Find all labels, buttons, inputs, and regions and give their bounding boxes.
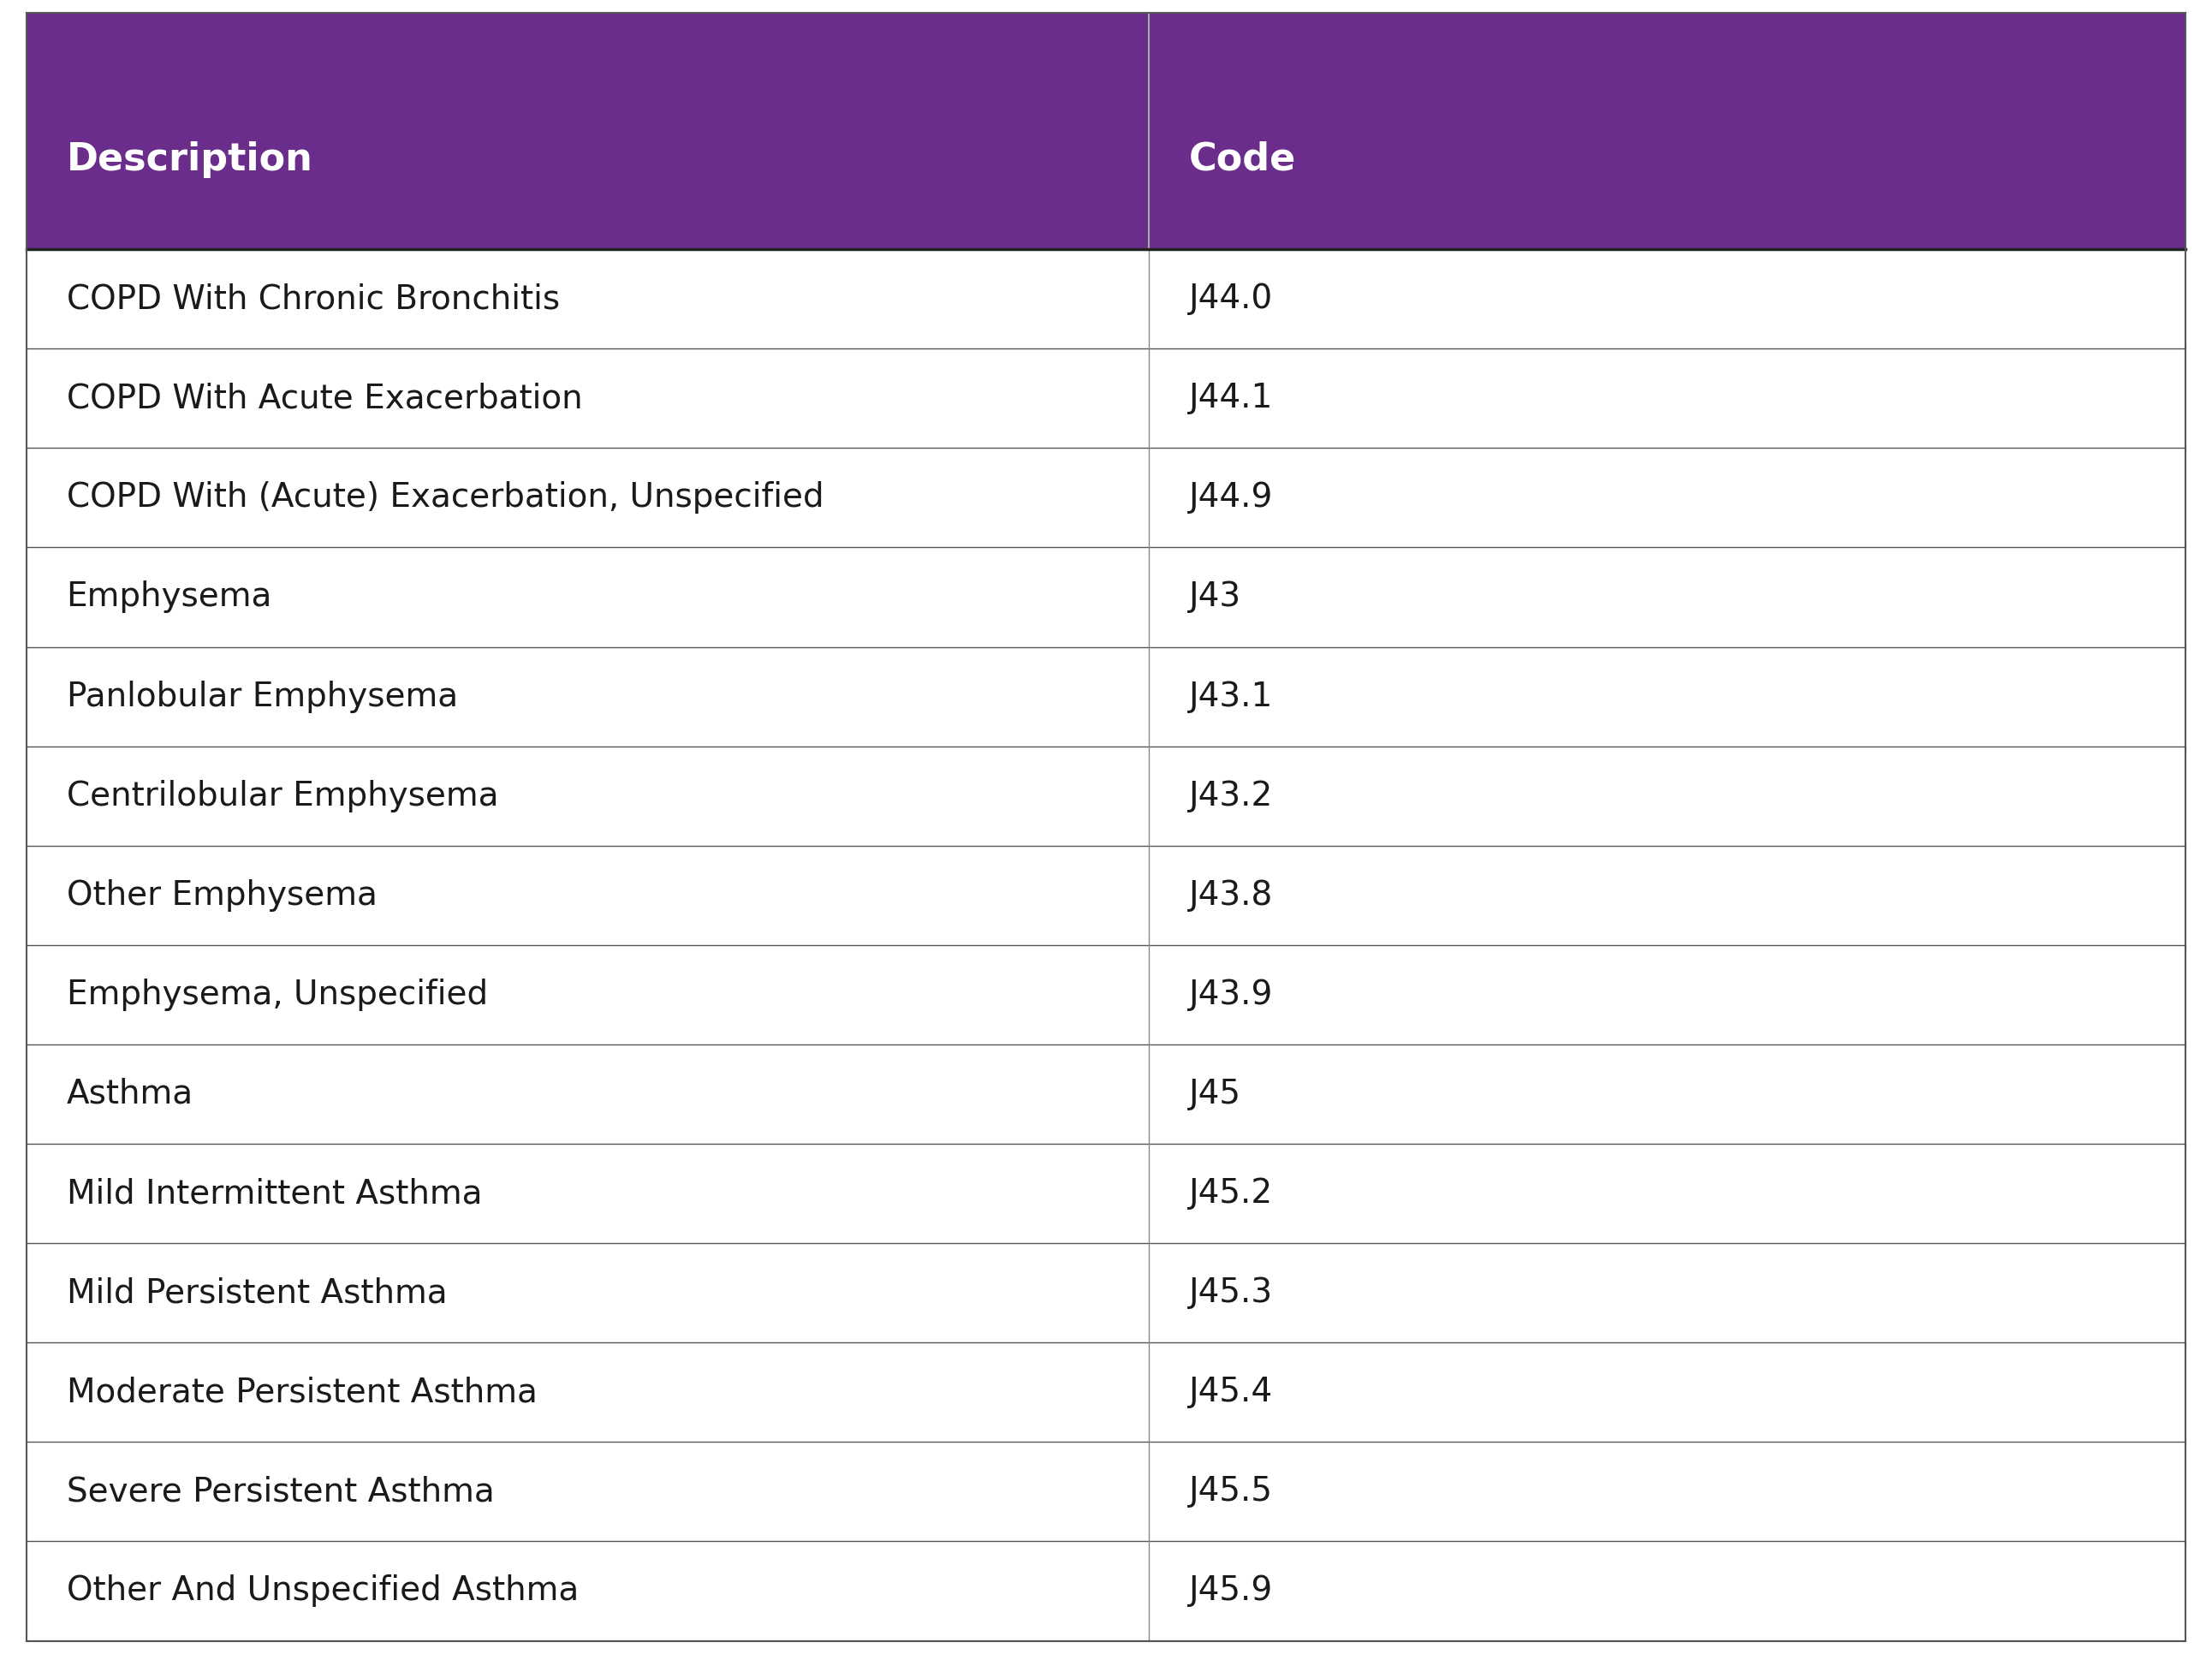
Text: J43: J43 — [1190, 581, 1241, 614]
Text: J45.5: J45.5 — [1190, 1475, 1272, 1508]
Text: J44.9: J44.9 — [1190, 481, 1274, 514]
Bar — [27, 547, 2185, 647]
Bar — [27, 349, 2185, 448]
Text: COPD With Chronic Bronchitis: COPD With Chronic Bronchitis — [66, 283, 560, 316]
Bar — [27, 13, 2185, 250]
Bar — [27, 1145, 2185, 1244]
Text: J45.4: J45.4 — [1190, 1376, 1272, 1409]
Bar — [27, 647, 2185, 746]
Text: COPD With (Acute) Exacerbation, Unspecified: COPD With (Acute) Exacerbation, Unspecif… — [66, 481, 823, 514]
Text: J44.0: J44.0 — [1190, 283, 1274, 316]
Text: Emphysema: Emphysema — [66, 581, 272, 614]
Text: J45.2: J45.2 — [1190, 1178, 1272, 1209]
Bar — [27, 746, 2185, 845]
Bar — [27, 944, 2185, 1044]
Text: Other Emphysema: Other Emphysema — [66, 878, 376, 911]
Text: J44.1: J44.1 — [1190, 382, 1274, 415]
Bar — [27, 845, 2185, 944]
Text: Code: Code — [1190, 141, 1296, 179]
Text: Panlobular Emphysema: Panlobular Emphysema — [66, 680, 458, 713]
Text: Mild Persistent Asthma: Mild Persistent Asthma — [66, 1277, 447, 1310]
Text: Moderate Persistent Asthma: Moderate Persistent Asthma — [66, 1376, 538, 1409]
Text: Severe Persistent Asthma: Severe Persistent Asthma — [66, 1475, 493, 1508]
Text: J43.1: J43.1 — [1190, 680, 1274, 713]
Text: J45.3: J45.3 — [1190, 1277, 1272, 1310]
Bar — [27, 250, 2185, 349]
Text: Centrilobular Emphysema: Centrilobular Emphysema — [66, 779, 498, 812]
Text: Emphysema, Unspecified: Emphysema, Unspecified — [66, 979, 487, 1011]
Bar — [27, 1044, 2185, 1145]
Text: J45.9: J45.9 — [1190, 1575, 1274, 1608]
Text: Other And Unspecified Asthma: Other And Unspecified Asthma — [66, 1575, 580, 1608]
Text: J45: J45 — [1190, 1078, 1241, 1110]
Bar — [27, 1542, 2185, 1641]
Bar — [27, 1343, 2185, 1442]
Bar — [27, 1442, 2185, 1542]
Bar — [27, 1244, 2185, 1343]
Text: COPD With Acute Exacerbation: COPD With Acute Exacerbation — [66, 382, 582, 415]
Text: Description: Description — [66, 141, 312, 179]
Text: J43.2: J43.2 — [1190, 779, 1274, 812]
Text: Mild Intermittent Asthma: Mild Intermittent Asthma — [66, 1178, 482, 1209]
Text: Asthma: Asthma — [66, 1078, 192, 1110]
Bar — [27, 448, 2185, 547]
Text: J43.9: J43.9 — [1190, 979, 1274, 1011]
Text: J43.8: J43.8 — [1190, 878, 1274, 911]
